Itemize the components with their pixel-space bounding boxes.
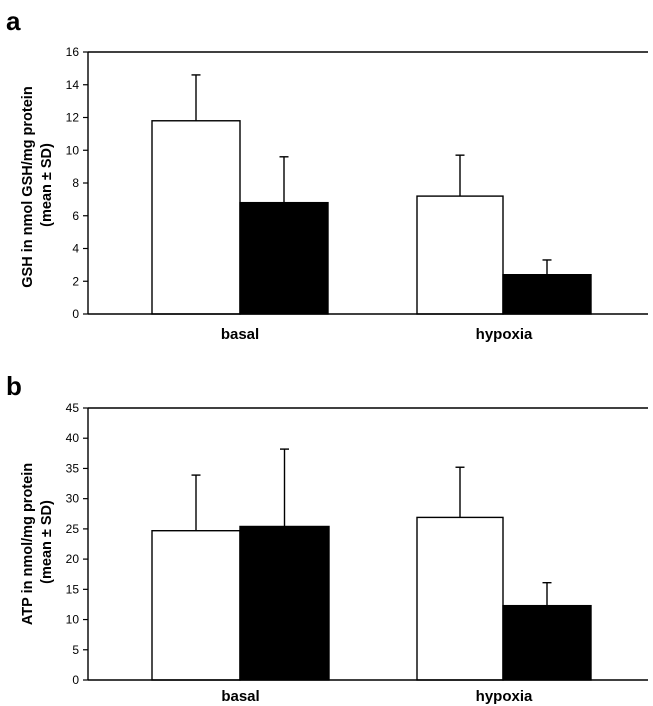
bar-hypoxia-series-1	[416, 516, 504, 681]
error-bars-a	[191, 74, 552, 275]
panel-label-a: a	[6, 6, 21, 36]
y-tick-label: 14	[66, 78, 80, 92]
chart-panel-b: b ATP in nmol/mg protein (mean ± SD) 0 5 1…	[6, 371, 648, 705]
y-tick-label: 35	[66, 461, 80, 475]
error-bars-b	[191, 448, 552, 606]
y-tick-label: 10	[66, 143, 80, 157]
category-label-hypoxia: hypoxia	[476, 688, 533, 705]
y-tick-label: 15	[66, 582, 80, 596]
category-labels-b: basal hypoxia	[221, 688, 533, 705]
y-axis-label-a-line-1: GSH in nmol GSH/mg protein	[20, 86, 36, 287]
y-tick-label: 25	[66, 522, 80, 536]
y-tick-label: 40	[66, 431, 80, 445]
bar-hypoxia-series-2	[502, 274, 592, 315]
y-axis-ticks-b: 0 5 10 15 20 25 30 35 40 45	[66, 401, 88, 687]
y-axis-label-b-line-1: ATP in nmol/mg protein	[20, 463, 36, 625]
y-tick-label: 6	[72, 209, 79, 223]
y-tick-label: 2	[72, 274, 79, 288]
y-tick-label: 5	[72, 643, 79, 657]
y-tick-label: 4	[72, 242, 79, 256]
y-tick-label: 8	[72, 176, 79, 190]
y-axis-label-b: ATP in nmol/mg protein (mean ± SD)	[20, 459, 55, 625]
bar-hypoxia-series-2	[502, 604, 592, 681]
category-labels-a: basal hypoxia	[221, 326, 533, 343]
bar-basal-series-2	[239, 525, 330, 681]
bars-b	[151, 516, 592, 681]
y-axis-label-a: GSH in nmol GSH/mg protein (mean ± SD)	[20, 82, 55, 287]
y-tick-label: 16	[66, 45, 80, 59]
y-axis-label-a-line-2: (mean ± SD)	[39, 143, 55, 227]
y-tick-label: 12	[66, 111, 80, 125]
y-tick-label: 10	[66, 613, 80, 627]
y-tick-label: 45	[66, 401, 80, 415]
bar-hypoxia-series-1	[416, 195, 504, 315]
category-label-basal: basal	[221, 326, 259, 343]
y-axis-label-b-line-2: (mean ± SD)	[39, 500, 55, 584]
chart-panel-a: a GSH in nmol GSH/mg protein (mean ± SD)…	[6, 6, 648, 343]
category-label-hypoxia: hypoxia	[476, 326, 533, 343]
panel-label-b: b	[6, 371, 22, 401]
bar-basal-series-2	[239, 201, 329, 315]
bar-basal-series-1	[151, 530, 241, 681]
y-axis-ticks-a: 0 2 4 6 8 10 12 14 16	[66, 45, 88, 321]
y-tick-label: 20	[66, 552, 80, 566]
y-tick-label: 30	[66, 492, 80, 506]
category-label-basal: basal	[221, 688, 259, 705]
y-tick-label: 0	[72, 307, 79, 321]
bar-basal-series-1	[151, 120, 241, 315]
bars-a	[151, 120, 592, 315]
y-tick-label: 0	[72, 673, 79, 687]
